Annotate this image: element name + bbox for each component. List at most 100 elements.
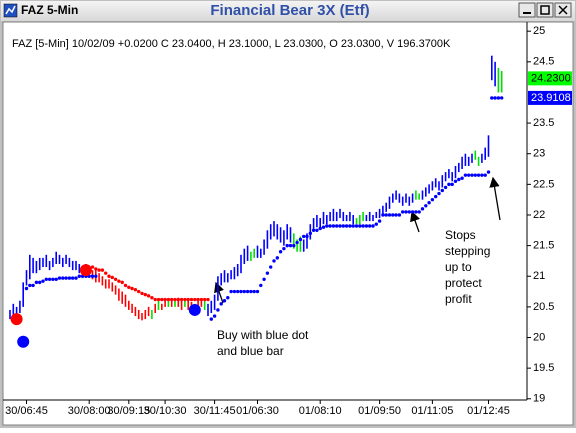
stop-dot xyxy=(206,297,210,302)
y-tick-label: 22.5 xyxy=(533,178,554,190)
y-tick-label: 19 xyxy=(533,393,545,405)
stop-dot xyxy=(358,224,362,228)
stop-dot xyxy=(288,243,293,248)
x-tick-label: 30/09:15 xyxy=(107,405,150,417)
stop-dot xyxy=(404,210,408,214)
window-buttons xyxy=(518,2,572,18)
stop-dot xyxy=(146,294,151,298)
x-tick-label: 01/09:50 xyxy=(358,405,401,417)
stop-dot xyxy=(107,274,111,278)
stop-dot xyxy=(486,170,491,174)
maximize-button[interactable] xyxy=(536,2,554,18)
x-tick-label: 01/12:45 xyxy=(467,405,510,417)
x-tick-label: 01/11:05 xyxy=(411,405,453,417)
stop-dot xyxy=(361,224,365,228)
stop-dot xyxy=(483,173,487,177)
stop-dot xyxy=(94,267,98,271)
stop-dot xyxy=(110,275,115,280)
stop-dot xyxy=(90,265,95,269)
stop-dot xyxy=(28,283,32,288)
stop-dot xyxy=(245,289,250,294)
x-tick-label: 01/08:10 xyxy=(299,405,342,417)
stop-dot xyxy=(308,231,312,236)
chart-title: Financial Bear 3X (Etf) xyxy=(210,2,369,19)
stop-dot xyxy=(447,182,451,187)
stop-dot xyxy=(104,271,108,275)
stop-dot xyxy=(311,228,316,232)
stop-dot xyxy=(344,224,349,228)
window-title: FAZ 5-Min xyxy=(21,3,78,17)
stop-dot xyxy=(282,246,286,251)
y-tick-label: 23 xyxy=(533,148,545,160)
stop-dot xyxy=(450,182,454,187)
stop-dot xyxy=(397,213,402,217)
price-label: 24.2300 xyxy=(531,72,571,84)
minimize-button[interactable] xyxy=(518,2,536,18)
stop-dot xyxy=(463,173,468,177)
y-tick-label: 21 xyxy=(533,270,545,282)
annotation: stepping xyxy=(445,244,490,258)
price-label-box xyxy=(528,90,572,105)
signal-dot xyxy=(10,313,23,326)
stop-dot xyxy=(239,289,243,294)
stop-dot xyxy=(150,295,154,300)
stop-dot xyxy=(384,213,388,217)
stop-dot xyxy=(57,276,62,280)
stop-dot xyxy=(34,280,39,285)
stop-dot xyxy=(232,289,237,294)
stop-dot xyxy=(212,314,217,318)
stop-dot xyxy=(133,288,138,292)
stop-dot xyxy=(74,276,78,280)
stop-dot xyxy=(331,224,336,228)
stop-dot xyxy=(351,224,355,228)
stop-dot xyxy=(255,289,260,294)
stop-dot xyxy=(51,277,55,282)
stop-dot xyxy=(292,243,296,248)
stop-dot xyxy=(196,297,200,302)
stop-dot xyxy=(381,213,385,217)
window-icon-glyph xyxy=(5,5,16,15)
chart-area xyxy=(2,21,574,426)
stop-dot xyxy=(467,173,471,177)
stop-dot xyxy=(163,297,167,302)
stop-dot xyxy=(216,308,220,312)
x-tick-label: 30/11:45 xyxy=(194,405,236,417)
stop-dot xyxy=(166,297,171,302)
stop-dot xyxy=(160,297,164,302)
stop-dot xyxy=(440,188,444,193)
x-tick-label: 30/10:30 xyxy=(144,405,187,417)
stop-dot xyxy=(417,210,421,214)
stop-dot xyxy=(272,259,276,263)
arrow xyxy=(410,210,420,233)
y-tick-label: 23.5 xyxy=(533,117,554,129)
stop-dot xyxy=(153,297,157,302)
signal-dot xyxy=(79,264,92,277)
stop-dot xyxy=(176,297,180,302)
stop-dot xyxy=(275,256,279,260)
stop-dot xyxy=(242,289,246,294)
stop-dot xyxy=(173,297,177,302)
stop-dot xyxy=(321,225,326,229)
stop-dot xyxy=(183,297,187,302)
annotation: Stops xyxy=(445,228,476,242)
annotation: up to xyxy=(445,260,472,274)
arrow xyxy=(489,176,501,221)
title-bar xyxy=(1,1,575,21)
y-tick-label: 22 xyxy=(533,209,545,221)
stop-dot xyxy=(500,96,504,100)
price-label: 23.9108 xyxy=(531,92,571,104)
stop-dot xyxy=(285,243,289,248)
stop-dot xyxy=(236,289,240,294)
signal-dot xyxy=(188,303,201,316)
stop-dot xyxy=(480,173,484,177)
stop-dot xyxy=(371,224,375,228)
y-tick-label: 21.5 xyxy=(533,240,554,252)
stop-dot xyxy=(219,302,223,306)
stop-dot xyxy=(94,274,98,278)
annotation: and blue bar xyxy=(217,344,284,358)
stop-dot xyxy=(203,297,207,302)
y-tick-label: 24.5 xyxy=(533,56,554,68)
stop-dot xyxy=(262,277,266,282)
stop-dot xyxy=(434,194,438,199)
